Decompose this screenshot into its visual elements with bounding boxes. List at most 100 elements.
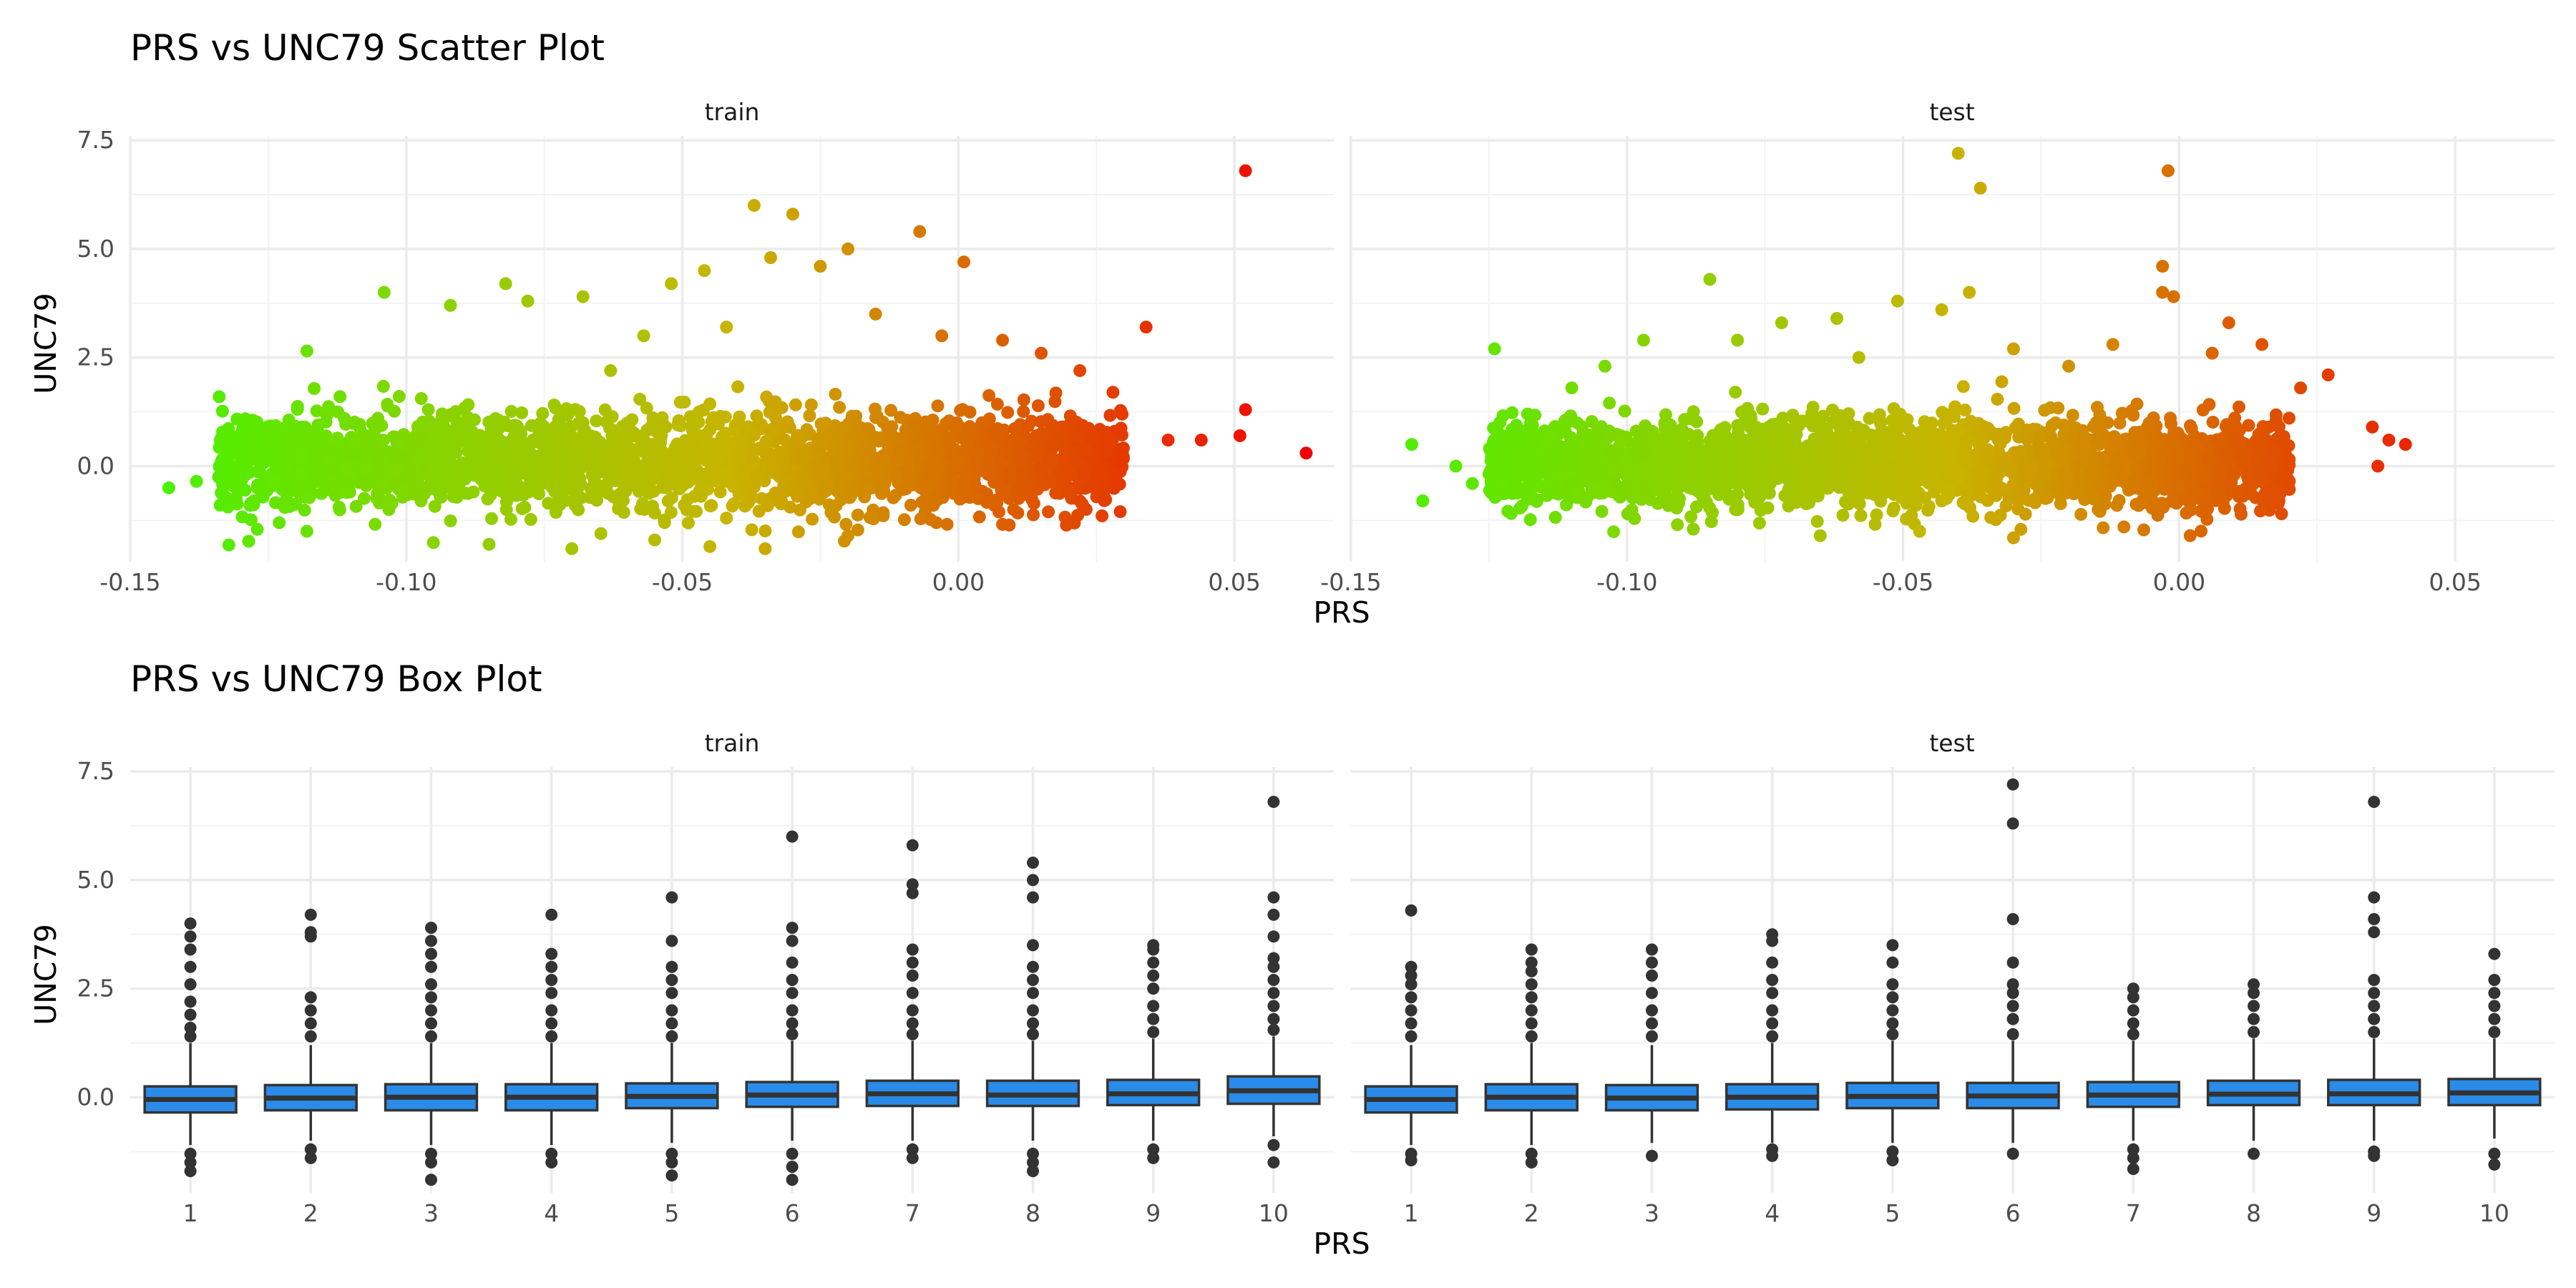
scatter-point	[499, 277, 512, 291]
scatter-point	[1017, 479, 1030, 492]
scatter-point	[557, 494, 571, 507]
scatter-point	[576, 290, 590, 303]
scatter-point	[718, 437, 731, 451]
scatter-point	[1560, 498, 1573, 512]
scatter-point	[483, 434, 497, 447]
scatter-point	[449, 405, 462, 419]
scatter-point	[452, 482, 466, 495]
scatter-point	[247, 435, 260, 449]
box-strip-train: train	[705, 729, 760, 757]
scatter-point	[1925, 416, 1938, 430]
scatter-point	[643, 444, 657, 457]
scatter-point	[1008, 421, 1022, 435]
scatter-point	[374, 467, 388, 481]
scatter-point	[789, 398, 802, 411]
scatter-point	[303, 491, 316, 504]
scatter-point	[162, 481, 175, 494]
scatter-point	[1921, 473, 1934, 487]
scatter-point	[701, 482, 715, 496]
scatter-panel-test: -0.15 -0.10 -0.05 0.00 0.05	[1320, 136, 2555, 596]
scatter-point	[1603, 396, 1616, 410]
scatter-point	[833, 401, 847, 414]
scatter-point	[300, 344, 313, 358]
scatter-point	[646, 499, 659, 513]
scatter-point	[858, 453, 871, 467]
scatter-point	[1113, 505, 1127, 519]
scatter-point	[658, 516, 671, 530]
scatter-point	[1239, 403, 1252, 416]
scatter-point	[260, 453, 273, 467]
scatter-point	[2066, 409, 2079, 422]
scatter-point	[252, 464, 265, 478]
scatter-point	[317, 484, 330, 498]
scatter-point	[1585, 415, 1599, 429]
scatter-point	[494, 445, 508, 459]
scatter-point	[828, 510, 841, 524]
scatter-point	[222, 538, 235, 552]
scatter-point	[509, 489, 523, 502]
scatter-point	[536, 406, 550, 420]
scatter-point	[1027, 508, 1040, 522]
scatter-point	[2201, 452, 2215, 465]
scatter-point	[2254, 504, 2267, 518]
scatter-point	[1870, 508, 1883, 522]
scatter-point	[467, 485, 480, 499]
scatter-point	[238, 459, 251, 472]
scatter-point	[499, 495, 513, 509]
scatter-point	[1958, 404, 1972, 416]
scatter-point	[732, 416, 745, 429]
scatter-point	[1041, 413, 1055, 426]
scatter-point	[358, 492, 371, 505]
scatter-point	[1854, 509, 1868, 522]
scatter-point	[389, 475, 402, 489]
scatter-point	[215, 404, 229, 418]
scatter-point	[851, 508, 864, 522]
scatter-point	[493, 421, 507, 434]
scatter-point	[674, 419, 688, 432]
scatter-point	[1684, 510, 1698, 524]
scatter-point	[858, 490, 872, 504]
scatter-point	[1533, 480, 1547, 493]
scatter-point	[212, 470, 225, 484]
scatter-point	[1964, 414, 1978, 428]
scatter-point	[947, 487, 960, 500]
scatter-point	[314, 469, 328, 483]
scatter-point	[1549, 487, 1563, 500]
scatter-point	[594, 527, 608, 540]
scatter-point	[334, 450, 348, 464]
scatter-point	[758, 542, 772, 555]
scatter-point	[308, 381, 321, 395]
scatter-point	[1729, 386, 1742, 399]
scatter-point	[633, 392, 647, 406]
scatter-point	[786, 208, 799, 221]
scatter-point	[348, 437, 362, 450]
scatter-point	[2038, 404, 2051, 417]
scatter-point	[968, 478, 982, 492]
scatter-point	[319, 415, 333, 429]
scatter-point	[215, 486, 228, 499]
scatter-point	[647, 484, 660, 498]
scatter-point	[537, 453, 550, 467]
scatter-point	[1756, 402, 1770, 416]
y-tick-label: 0.0	[77, 452, 114, 479]
scatter-point	[982, 389, 996, 402]
scatter-point	[310, 404, 323, 418]
scatter-point	[956, 403, 970, 416]
scatter-point	[1100, 444, 1113, 458]
scatter-point	[962, 421, 976, 434]
scatter-point	[2137, 523, 2150, 537]
scatter-point	[900, 425, 914, 439]
scatter-point	[869, 411, 882, 424]
scatter-point	[914, 450, 928, 464]
scatter-point	[2270, 419, 2283, 432]
scatter-point	[429, 477, 442, 490]
x-tick-label: 0.00	[932, 568, 985, 596]
scatter-point	[869, 307, 882, 321]
scatter-point	[273, 516, 286, 530]
scatter-point	[904, 499, 917, 512]
scatter-point	[525, 469, 539, 482]
scatter-point	[952, 457, 966, 471]
scatter-point	[1790, 419, 1804, 432]
scatter-point	[1528, 437, 1541, 450]
scatter-point	[393, 460, 406, 474]
